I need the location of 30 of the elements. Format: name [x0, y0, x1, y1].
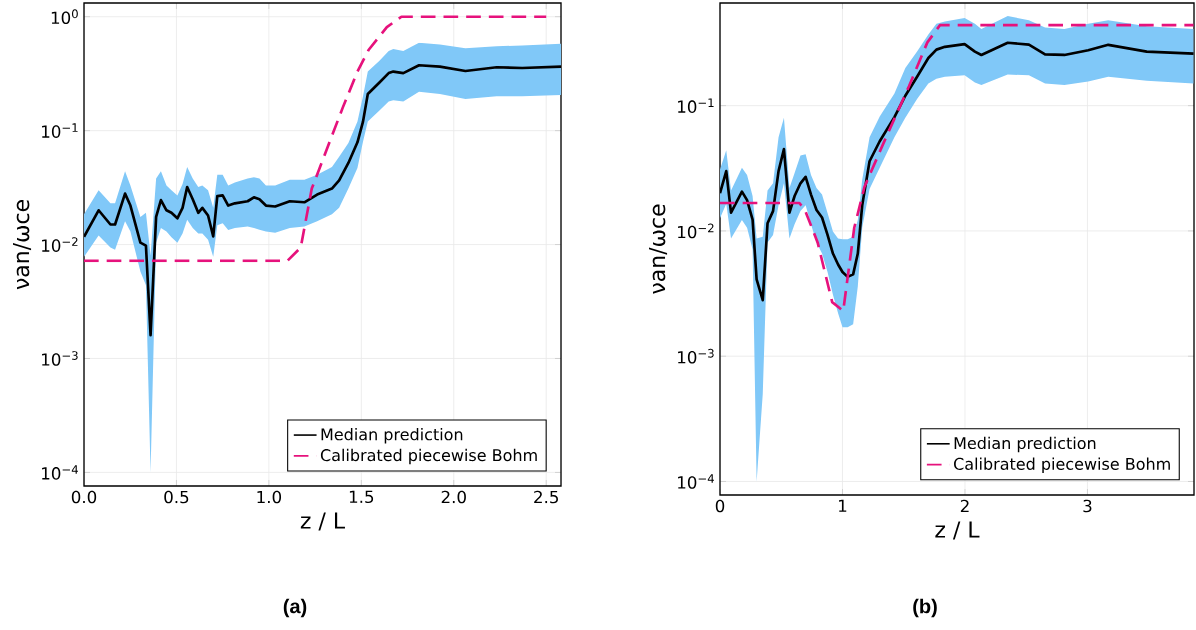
y-tick-label: 10$^{−3}$	[678, 348, 714, 364]
y-axis-title: νan/ωce	[648, 204, 668, 294]
x-tick-label: 0	[715, 499, 725, 513]
y-tick-label: 10$^{−1}$	[678, 98, 714, 113]
y-tick-label: 10$^{0}$	[51, 9, 78, 25]
y-tick-label: 10$^{−4}$	[42, 465, 78, 480]
x-tick-label: 1.0	[257, 490, 282, 504]
x-tick-label: 0.5	[164, 490, 189, 504]
y-tick-label: 10$^{−1}$	[42, 123, 78, 138]
x-tick-label: 2	[960, 499, 969, 513]
y-tick-label: 10$^{−4}$	[678, 474, 714, 489]
y-tick-label: 10$^{−3}$	[42, 351, 78, 366]
x-tick-label: 1	[839, 499, 847, 512]
text: (b)	[913, 598, 937, 618]
y-tick-label: 10$^{−2}$	[678, 223, 714, 239]
legend-label: Calibrated piecewise Bohm	[954, 457, 1170, 474]
x-tick-label: 1.5	[349, 490, 374, 504]
y-axis-title: νan/ωce	[12, 200, 32, 290]
text: (a)	[283, 598, 307, 618]
y-tick-label: 10$^{−2}$	[42, 237, 78, 252]
x-tick-label: 3	[1083, 499, 1092, 513]
x-axis-title: z / L	[300, 512, 345, 531]
legend-label: Calibrated piecewise Bohm	[320, 448, 537, 465]
legend-label: Median prediction	[321, 428, 463, 444]
x-tick-label: 2.5	[534, 490, 558, 504]
x-tick-label: 2.0	[441, 490, 466, 504]
x-axis-title: z / L	[935, 521, 980, 540]
line-series	[84, 15, 548, 263]
legend-label: Median prediction	[954, 436, 1096, 453]
x-tick-label: 0.0	[71, 490, 97, 504]
